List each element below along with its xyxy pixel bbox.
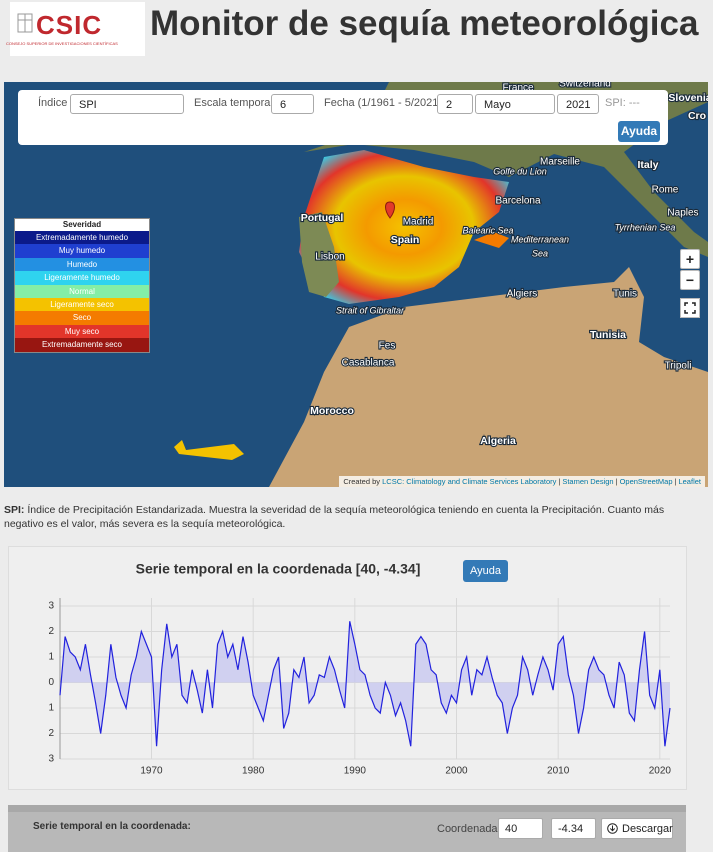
map-label: Naples [667, 208, 698, 219]
map-label: Italy [637, 159, 658, 171]
map-label: Strait of Gibraltar [336, 305, 405, 315]
map-label: Balearic Sea [462, 225, 513, 235]
y-tick-label: 3 [48, 754, 54, 765]
map-label: Casablanca [342, 358, 395, 369]
legend-item: Normal [15, 284, 149, 298]
help-button[interactable]: Ayuda [618, 121, 660, 142]
input-year[interactable]: 2021 [557, 94, 599, 114]
term: SPI: [4, 504, 25, 516]
zoom-out[interactable]: − [680, 270, 700, 290]
map-label: Tripoli [665, 361, 692, 372]
legend-item: Ligeramente humedo [15, 271, 149, 285]
label: Índice [38, 97, 68, 109]
map-label: Rome [652, 185, 679, 196]
map-label: Cro [688, 110, 706, 122]
select-indice[interactable]: SPI [70, 94, 184, 114]
select-month[interactable]: Mayo [475, 94, 555, 114]
map-label: Spain [391, 234, 420, 246]
spi-value: SPI: --- [605, 97, 640, 109]
input-lon[interactable]: -4.34 [551, 818, 596, 839]
attribution-prefix: Created by [343, 477, 381, 486]
map-label: Tyrrhenian Sea [615, 222, 676, 232]
zoom-in[interactable]: + [680, 249, 700, 269]
description-text: Índice de Precipitación Estandarizada. M… [4, 504, 665, 530]
attribution-link[interactable]: LCSC: Climatology and Climate Services L… [382, 477, 557, 486]
chart-title: Serie temporal en la coordenada [40, -4.… [136, 561, 421, 577]
y-tick-label: 1 [48, 703, 54, 714]
separator: | [674, 477, 677, 486]
y-tick-label: 1 [48, 652, 54, 663]
label: Fecha (1/1961 - 5/2021) [324, 97, 443, 109]
map-label: Sea [532, 248, 548, 258]
x-tick-label: 2020 [649, 766, 672, 777]
map-label: Slovenia [668, 92, 708, 104]
separator: | [558, 477, 561, 486]
marker[interactable] [385, 201, 395, 219]
map-label: Switzerland [559, 82, 611, 90]
select-escala[interactable]: 6 [271, 94, 314, 114]
page-title: Monitor de sequía meteorológica [150, 4, 699, 43]
y-tick-label: 3 [48, 601, 54, 612]
attribution-link[interactable]: Leaflet [678, 477, 701, 486]
area [60, 621, 670, 747]
line [59, 621, 671, 747]
y-tick-label: 2 [48, 728, 54, 739]
balearic [474, 232, 509, 248]
map-label: Tunisia [590, 329, 626, 341]
input-lat[interactable]: 40 [498, 818, 543, 839]
map-label: Tunis [613, 289, 637, 300]
legend: Severidad Extremadamente humedo Muy humedo… [14, 218, 150, 353]
download-icon [607, 823, 618, 834]
y-tick-label: 2 [48, 626, 54, 637]
x-tick-label: 2010 [547, 766, 570, 777]
map-label: Golfe du Lion [493, 166, 547, 176]
logo-text: CSIC [36, 10, 103, 40]
map-label: Algeria [480, 435, 516, 447]
separator: | [615, 477, 618, 486]
x-tick-label: 1990 [344, 766, 367, 777]
attribution-link[interactable]: OpenStreetMap [619, 477, 673, 486]
map-label: Madrid [403, 217, 434, 228]
map-label: Mediterranean [511, 234, 569, 244]
map-label: Morocco [310, 405, 354, 417]
chart: Serie temporal en la coordenada [40, -4.… [48, 561, 672, 777]
africa [269, 267, 708, 487]
legend-item: Seco [15, 311, 149, 325]
map[interactable]: France SwitzerlandSloveniaCroItalyMarseil… [4, 82, 708, 487]
select-day[interactable]: 2 [437, 94, 473, 114]
canary [174, 440, 244, 460]
x-tick-label: 1980 [242, 766, 265, 777]
attribution-link[interactable]: Stamen Design [562, 477, 614, 486]
map-label: Algiers [507, 289, 538, 300]
legend-title: Severidad [15, 219, 149, 231]
map-label: Portugal [301, 212, 344, 224]
legend-item: Humedo [15, 257, 149, 272]
legend-item: Muy seco [15, 324, 149, 339]
attribution: Created by LCSC: Climatology and Climate… [339, 476, 705, 487]
portugal [299, 212, 339, 297]
iberia-spi [299, 150, 509, 304]
fullscreen[interactable] [680, 298, 700, 318]
logo-icon [17, 13, 33, 33]
logo-subtitle: CONSEJO SUPERIOR DE INVESTIGACIONES CIEN… [6, 41, 118, 46]
map-label: Barcelona [495, 196, 540, 207]
download-button[interactable]: Descargar [601, 818, 673, 839]
coord-label: Coordenada: [437, 823, 501, 835]
x-tick-label: 2000 [445, 766, 468, 777]
map-label: Fes [379, 341, 396, 352]
label: Escala temporal [194, 97, 273, 109]
x-tick-label: 1970 [140, 766, 163, 777]
footer-label: Serie temporal en la coordenada: [33, 821, 191, 832]
legend-item: Extremadamente seco [15, 338, 149, 352]
map-label: Lisbon [315, 252, 344, 263]
description: SPI: Índice de Precipitación Estandariza… [4, 503, 704, 531]
y-tick-label: 0 [48, 677, 54, 688]
legend-item: Muy humedo [15, 244, 149, 258]
map-label: Marseille [540, 157, 580, 168]
chart-help-button[interactable]: Ayuda [463, 560, 508, 582]
legend-item: Extremadamente humedo [15, 231, 149, 245]
legend-item: Ligeramente seco [15, 297, 149, 312]
